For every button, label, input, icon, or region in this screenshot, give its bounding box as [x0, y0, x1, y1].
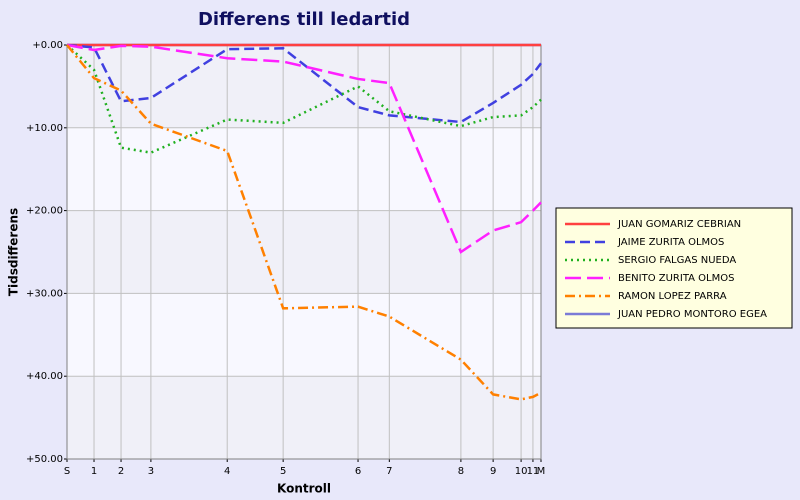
x-tick-label: M [537, 466, 546, 477]
legend-label: JUAN GOMARIZ CEBRIAN [617, 219, 741, 230]
x-tick-label: 7 [386, 466, 392, 477]
series-line [66, 44, 542, 154]
x-axis-label: Kontroll [277, 482, 331, 496]
x-tick-label: 10 [515, 466, 528, 477]
x-tick-label: 9 [490, 466, 496, 477]
legend-label: SERGIO FALGAS NUEDA [618, 255, 736, 266]
y-tick-label: +0.00 [32, 40, 63, 51]
series-line [66, 43, 543, 124]
plot-band [67, 210, 541, 294]
legend-label: JUAN PEDRO MONTORO EGEA [617, 309, 767, 320]
legend-box [555, 207, 793, 329]
y-tick-label: +10.00 [26, 123, 63, 134]
y-tick-label: +30.00 [26, 288, 63, 299]
chart-title: Differens till ledartid [198, 9, 410, 30]
legend-label: BENITO ZURITA OLMOS [618, 273, 734, 284]
x-tick-label: 11 [527, 466, 540, 477]
x-tick-label: 4 [224, 466, 230, 477]
x-tick-label: 3 [148, 466, 154, 477]
plot-band [67, 45, 541, 128]
y-tick-label: +40.00 [26, 371, 63, 382]
plot-band [67, 127, 541, 211]
y-tick-label: +20.00 [26, 206, 63, 217]
x-tick-label: 2 [118, 466, 124, 477]
plot-band [67, 376, 541, 459]
plot-band [67, 293, 541, 377]
x-tick-label: 8 [458, 466, 464, 477]
x-tick-label: 5 [280, 466, 286, 477]
series-line [66, 43, 542, 254]
y-axis-label: Tidsdifferens [7, 208, 21, 296]
legend-label: JAIME ZURITA OLMOS [617, 237, 724, 248]
x-tick-label: S [64, 466, 70, 477]
x-tick-label: 6 [355, 466, 361, 477]
x-tick-label: 1 [91, 466, 97, 477]
legend-label: RAMON LOPEZ PARRA [618, 291, 727, 302]
series-line [66, 44, 542, 401]
y-tick-label: +50.00 [26, 454, 63, 465]
